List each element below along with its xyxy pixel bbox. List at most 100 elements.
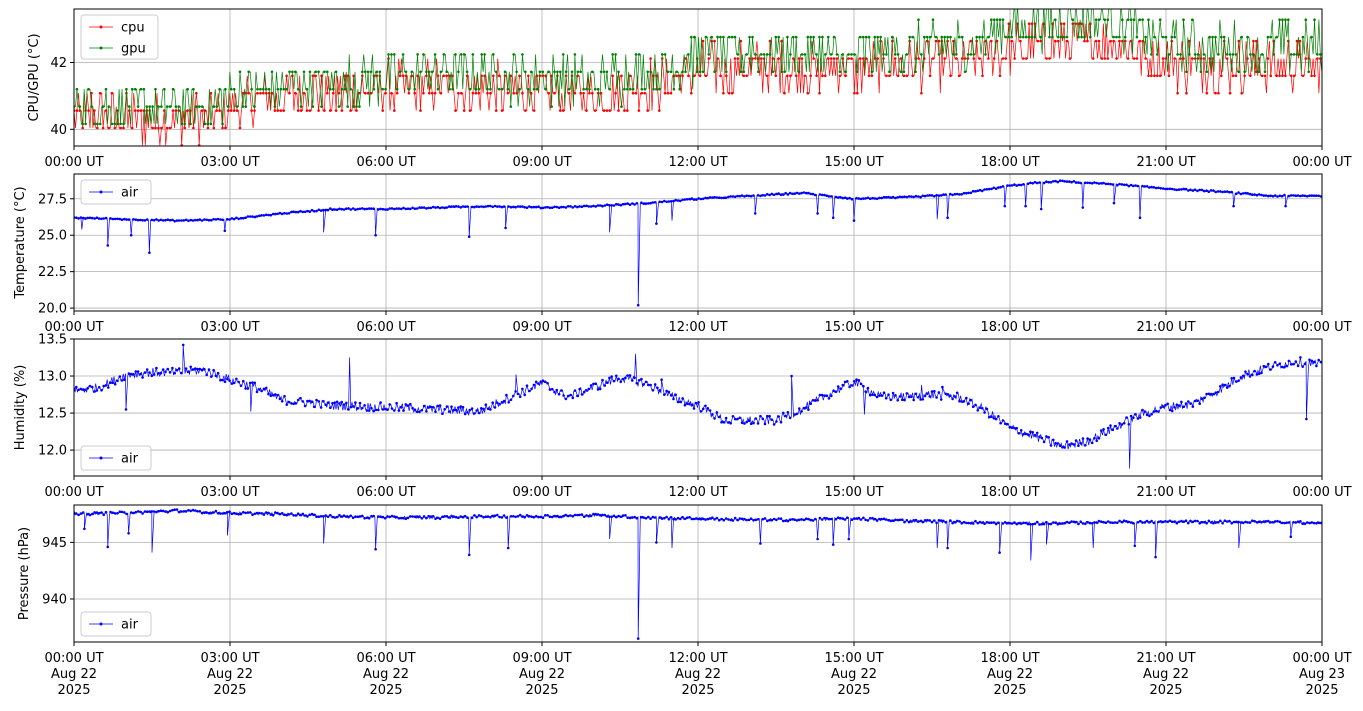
data-point [658,389,661,392]
data-point [280,400,284,403]
data-point [976,521,980,525]
data-point [195,91,198,95]
data-point [743,517,746,521]
data-point [447,516,451,519]
data-point [598,513,602,517]
data-point [1230,377,1233,380]
data-point [242,511,245,514]
data-point [649,201,652,205]
data-point [331,208,334,211]
data-point [688,516,691,519]
data-point [1191,520,1195,524]
data-point [605,109,609,112]
data-point [1126,57,1130,60]
data-point [452,205,456,208]
data-point [736,53,740,56]
data-point [910,520,913,523]
data-point [516,205,520,208]
data-point [253,381,257,385]
data-point [952,39,955,43]
data-point [1027,35,1031,39]
x-tick-label: 21:00 UT [1136,320,1195,335]
data-point [317,400,321,403]
data-point [864,35,868,39]
data-point [1161,187,1165,190]
y-tick-label: 20.0 [38,302,67,317]
data-point [93,511,96,514]
data-point [165,126,169,130]
data-point [1184,519,1188,522]
data-point [113,382,117,386]
data-point [839,387,842,390]
data-point [390,514,394,518]
data-point [477,87,481,91]
data-point [1086,181,1089,185]
data-point [1179,53,1182,56]
data-point [949,519,952,522]
data-point [823,193,826,197]
data-point [145,368,149,371]
data-point [745,74,748,78]
data-point [941,385,944,389]
data-point [1235,192,1238,195]
data-point [820,393,824,397]
data-point [340,207,344,211]
data-point [534,205,538,209]
data-point [605,381,609,385]
data-point [1152,186,1156,189]
data-point [411,406,414,410]
data-point [470,516,474,520]
data-point [1077,522,1080,526]
data-point [666,91,670,95]
data-point [276,87,280,91]
legend: air [80,445,152,471]
data-point [1237,39,1241,43]
data-point [658,87,661,91]
data-point [850,197,854,201]
data-point [436,516,440,520]
data-point [311,105,315,108]
data-point [1193,519,1197,523]
data-point [937,194,941,197]
data-point [532,515,536,519]
data-point [711,516,714,519]
data-point [752,519,755,522]
data-point [1049,444,1053,447]
data-point [951,397,954,401]
data-point [324,208,328,212]
data-point [946,546,949,550]
data-point [757,57,760,60]
data-point [1280,365,1284,369]
data-point [468,109,472,112]
data-point [596,204,600,207]
data-point [740,517,744,521]
data-point [793,518,796,521]
data-point [633,203,636,206]
data-point [763,422,767,426]
data-point [271,212,275,216]
data-point [1280,194,1284,198]
data-point [544,206,547,209]
data-point [733,35,737,39]
data-point [425,207,428,210]
data-point [436,205,440,209]
data-point [420,409,424,412]
data-point [1316,53,1319,56]
data-point [285,513,289,517]
data-point [823,394,826,398]
data-point [571,206,575,209]
data-point [905,74,909,78]
data-point [1278,362,1282,366]
data-point [1264,365,1268,369]
data-point [205,373,208,377]
data-point [967,402,970,405]
y-tick-label: 22.5 [38,265,67,280]
data-point [127,218,131,221]
data-point [180,371,183,375]
data-point [763,194,767,197]
data-point [111,381,115,385]
data-point [820,518,824,521]
data-point [1001,185,1005,188]
data-point [514,390,517,393]
data-point [725,74,728,78]
